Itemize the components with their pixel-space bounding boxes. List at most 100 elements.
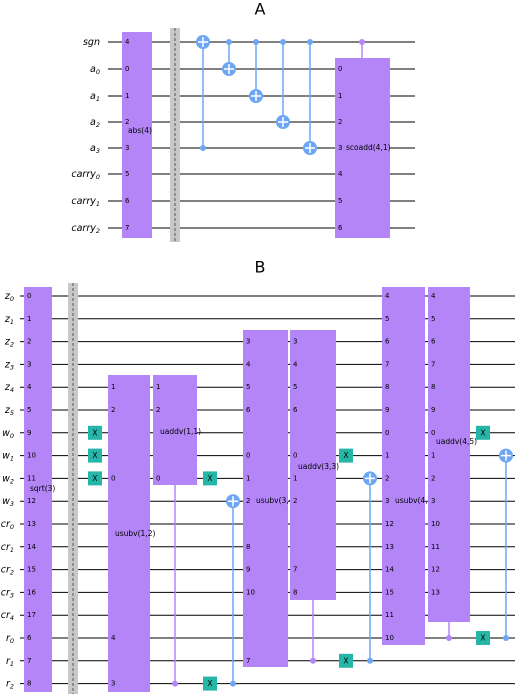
wire-subscript: 2 [96,227,100,235]
port-label: 1 [338,92,342,100]
wire-name: z [4,291,11,302]
port-label: 10 [385,634,394,642]
gate [428,287,470,622]
wire-subscript: 4 [10,614,14,622]
gate-label: sqrt(3) [30,484,55,493]
port-label: 4 [338,170,343,178]
port-label: 6 [293,406,298,414]
port-label: 11 [431,543,440,551]
port-label: 17 [27,611,36,619]
cnot-plus [365,473,375,484]
wire-name: z [4,359,11,370]
port-label: 2 [385,474,389,482]
port-label: 13 [27,520,36,528]
x-gate-label: X [480,634,485,643]
wire-label: cr2 [1,564,14,577]
port-label: 15 [27,566,36,574]
cnot-plus [305,143,315,153]
port-label: 3 [293,338,297,346]
port-label: 7 [431,360,435,368]
port-label: 8 [431,383,435,391]
port-label: 8 [385,383,389,391]
cnot-plus [228,496,238,507]
x-gate-label: X [92,451,97,460]
wire-subscript: 1 [10,660,14,668]
wire-subscript: 0 [10,295,14,303]
gate [153,375,197,485]
wire-label: z5 [4,405,14,418]
wire-name: a [90,64,96,75]
port-label: 5 [246,383,250,391]
control-dot [503,635,509,641]
port-label: 16 [27,588,36,596]
wire-label: w3 [2,496,14,509]
x-gate [203,471,217,486]
port-label: 1 [156,383,160,391]
gate [335,58,390,238]
cnot-plus [501,450,511,461]
port-label: 3 [111,680,115,688]
wire-name: r [6,678,11,689]
port-label: 8 [246,543,250,551]
wire-label: r1 [6,655,14,668]
wire-subscript: 2 [10,477,14,485]
port-label: 9 [431,406,435,414]
wire-name: cr [1,587,11,598]
x-gate [476,631,490,645]
port-label: 1 [111,383,115,391]
x-gate-label: X [343,451,348,460]
wire-name: carry [71,169,96,180]
wire-label: a2 [90,117,100,130]
wire-name: z [4,382,11,393]
wire-label: z2 [4,336,14,349]
port-label: 1 [125,92,129,100]
port-label: 5 [338,197,342,205]
wire-name: cr [1,519,11,530]
wire-label: z0 [4,291,14,304]
gate-label: abs(4) [128,126,152,135]
wire-subscript: 3 [96,147,100,155]
x-gate [339,448,353,463]
port-label: 3 [431,497,435,505]
gate [382,287,425,645]
port-label: 5 [125,170,129,178]
gate [24,287,52,692]
port-label: 0 [111,474,115,482]
wire-subscript: 4 [10,386,14,394]
port-label: 2 [338,118,342,126]
wire-name: cr [1,541,11,552]
wire-name: carry [71,223,96,234]
port-label: 3 [338,144,342,152]
port-label: 1 [246,474,250,482]
port-label: 3 [246,338,250,346]
wire-subscript: 3 [10,500,14,508]
port-label: 3 [27,360,31,368]
port-label: 10 [27,452,36,460]
wire-subscript: 0 [96,173,100,181]
control-dot [172,680,178,687]
port-label: 5 [431,315,435,323]
x-gate [203,676,217,691]
wire-name: w [2,496,10,507]
wire-name: z [4,405,11,416]
wire-subscript: 3 [10,591,14,599]
port-label: 12 [27,497,36,505]
port-label: 4 [385,292,390,300]
wire-subscript: 5 [10,409,14,417]
port-label: 6 [385,338,390,346]
gate-label: scoadd(4,1) [346,143,391,152]
port-label: 5 [27,406,31,414]
port-label: 10 [431,520,440,528]
control-dot [253,39,259,45]
port-label: 13 [431,588,440,596]
gate-label: uaddv(4,5) [436,437,477,446]
wire-name: a [90,117,96,128]
wire-subscript: 1 [10,455,14,463]
port-label: 12 [385,520,394,528]
wire-name: r [6,655,11,666]
port-label: 9 [27,429,31,437]
x-gate-label: X [343,656,348,665]
wire-label: carry1 [71,196,100,209]
port-label: 4 [125,38,130,46]
